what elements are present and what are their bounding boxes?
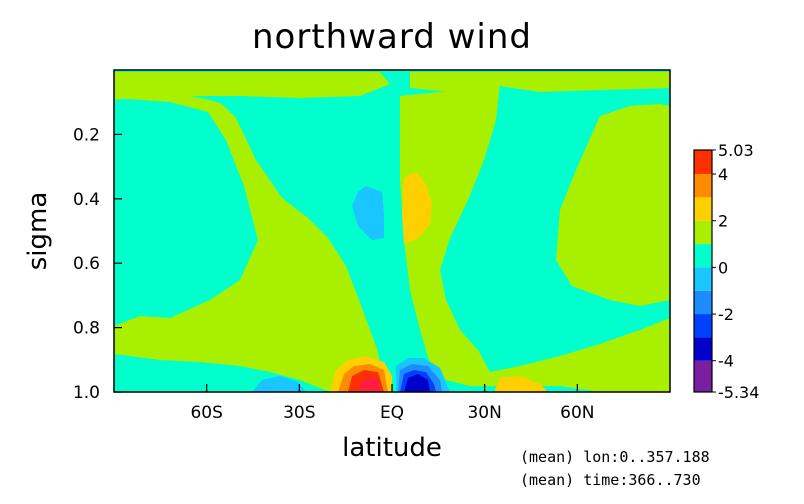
colorbar-label: -2 [718, 305, 734, 324]
y-tick-label: 0.2 [73, 125, 100, 145]
x-tick-label: EQ [380, 403, 404, 423]
colorbar-label: 4 [718, 165, 728, 184]
colorbar-segment [694, 290, 712, 315]
field-band-north [400, 84, 670, 392]
colorbar: 5.03 4 2 0 -2 -4 -5.34 [693, 141, 759, 402]
y-tick-label: 0.4 [73, 190, 100, 210]
annotation-time: (mean) time:366..730 [520, 471, 701, 489]
plot-area [113, 69, 671, 393]
colorbar-frame [693, 149, 713, 393]
colorbar-label: 0 [718, 258, 728, 277]
chart-title: northward wind [252, 17, 532, 57]
x-axis: 60S 30S EQ 30N 60N [190, 384, 595, 423]
colorbar-segment [694, 220, 712, 245]
x-tick-label: 60N [560, 403, 594, 423]
colorbar-label: -5.34 [718, 383, 759, 402]
field-negative-mid [352, 186, 384, 240]
field-top-band-north [410, 72, 670, 92]
y-tick-label: 0.8 [73, 319, 100, 339]
field-positive-surface-max [358, 376, 380, 392]
colorbar-label: -4 [718, 352, 734, 371]
field-positive-mid [402, 172, 432, 244]
field-negative-patch-south [252, 376, 306, 392]
x-tick-label: 30N [467, 403, 501, 423]
colorbar-segment [694, 150, 712, 175]
colorbar-label: 5.03 [718, 141, 754, 160]
y-axis-label: sigma [23, 192, 53, 271]
colorbar-label: 2 [718, 212, 728, 231]
y-axis: 0.2 0.4 0.6 0.8 1.0 [73, 125, 122, 403]
colorbar-segment [694, 360, 712, 392]
colorbar-segment [694, 197, 712, 221]
field-positive-patch-north [494, 376, 548, 392]
x-tick-label: 30S [283, 403, 315, 423]
colorbar-segment [694, 337, 712, 361]
colorbar-segment [694, 314, 712, 338]
annotation-lon: (mean) lon:0..357.188 [520, 448, 710, 466]
field-top-band [114, 72, 390, 100]
x-tick-label: 60S [190, 403, 222, 423]
colorbar-segment [694, 174, 712, 198]
colorbar-segment [694, 244, 712, 268]
colorbar-segment [694, 267, 712, 291]
y-tick-label: 1.0 [73, 383, 100, 403]
field-negative-surface-max [404, 374, 430, 392]
x-axis-label: latitude [342, 433, 442, 463]
field-band-south [114, 92, 384, 392]
y-tick-label: 0.6 [73, 254, 100, 274]
field-lobe-east [556, 104, 670, 306]
